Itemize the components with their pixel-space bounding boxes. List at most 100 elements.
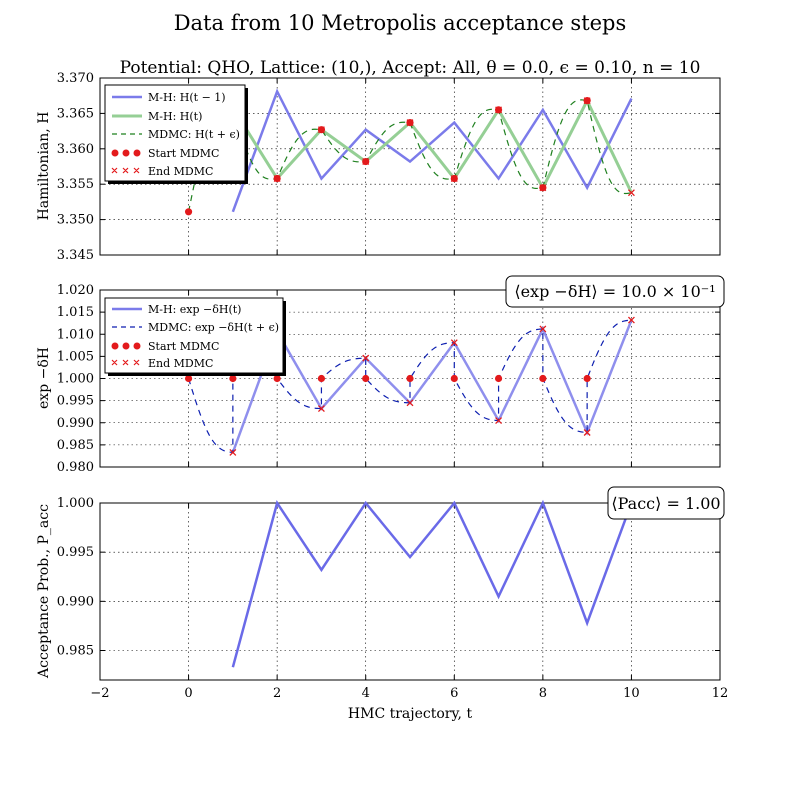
- panel-hamiltonian: 3.345 3.350 3.355 3.360 3.365 3.370 Hamiltoni…: [36, 71, 721, 263]
- panel-acceptance-frame: [99, 502, 721, 681]
- series-mh-prev-line: [231, 88, 633, 213]
- legend-label-end: End MDMC: [148, 165, 213, 178]
- legend-label-start: Start MDMC: [148, 340, 219, 353]
- y-tick-label: 1.015: [57, 305, 94, 320]
- y-tick-label: 3.345: [57, 248, 94, 263]
- y-tick-label: 1.005: [57, 349, 94, 364]
- x-tick-label: −2: [90, 686, 109, 701]
- legend-box: [104, 84, 246, 182]
- panel-acceptance-ylabel: Acceptance Prob., P_acc: [36, 504, 52, 679]
- start-mdmc-marker: [229, 374, 237, 383]
- end-mdmc-marker: [495, 417, 503, 424]
- series-mdmc-trajectory: [187, 99, 632, 212]
- series-mh-curr-line: [231, 97, 633, 194]
- legend-key-start: [111, 342, 141, 350]
- y-tick-label: 1.020: [57, 283, 94, 298]
- legend-key-end: [111, 359, 140, 366]
- panel-hamiltonian-series: [184, 88, 635, 216]
- y-tick-label: 1.000: [57, 496, 94, 511]
- end-mdmc-marker: [583, 429, 591, 436]
- panel-exp-dh: 0.980 0.985 0.990 0.995 1.000 1.005 1.010 1.015…: [36, 275, 725, 475]
- panel-acceptance-annotation: ⟨Pacc⟩ = 1.00: [607, 486, 725, 520]
- legend-label-mdmc: MDMC: H(t + ϵ): [148, 128, 240, 141]
- legend-label-mh-prev: M-H: H(t − 1): [148, 91, 226, 104]
- end-mdmc-marker: [539, 325, 547, 333]
- y-tick-label: 0.980: [57, 460, 94, 475]
- panel-acceptance-xticks: −2 0 2 4 6 8 10 12: [90, 686, 728, 701]
- y-tick-label: 3.365: [57, 106, 94, 121]
- start-mdmc-marker: [184, 208, 193, 216]
- panel-exp-dh-annotation: ⟨exp −δH⟩ = 10.0 × 10⁻¹: [505, 275, 725, 308]
- end-mdmc-marker: [317, 405, 325, 413]
- y-tick-label: 0.990: [57, 416, 94, 431]
- x-tick-label: 0: [184, 686, 192, 701]
- panel-acceptance-series: [231, 499, 633, 668]
- y-tick-label: 0.985: [57, 438, 94, 453]
- series-mh-exp-line: [231, 319, 633, 453]
- x-tick-label: 12: [712, 686, 729, 701]
- end-mdmc-marker: [362, 354, 370, 362]
- panel-subtitle: Potential: QHO, Lattice: (10,), Accept: …: [120, 58, 701, 78]
- end-mdmc-marker: [317, 126, 325, 134]
- annotation-box: [505, 275, 725, 308]
- x-tick-label: 10: [623, 686, 640, 701]
- annotation-mean-pacc: ⟨Pacc⟩ = 1.00: [611, 494, 720, 513]
- y-tick-label: 3.370: [57, 71, 94, 86]
- x-axis-label: HMC trajectory, t: [348, 706, 473, 722]
- x-tick-label: 4: [362, 686, 370, 701]
- start-mdmc-marker: [583, 374, 591, 383]
- end-mdmc-marker: [450, 175, 458, 182]
- legend-key-start: [111, 149, 141, 157]
- y-tick-label: 1.010: [57, 327, 94, 342]
- y-tick-label: 0.990: [57, 594, 94, 609]
- legend-label-mh-curr: M-H: H(t): [148, 110, 202, 123]
- legend-key-end: [111, 167, 140, 174]
- end-mdmc-marker: [406, 399, 414, 407]
- legend-label-start: Start MDMC: [148, 147, 219, 160]
- panel-acceptance: 0.985 0.990 0.995 1.000 −2 0 2 4 6 8 10 12 Accepta…: [36, 486, 728, 722]
- y-tick-label: 3.350: [57, 213, 94, 228]
- series-mdmc-trajectory: [187, 319, 632, 454]
- start-mdmc-marker: [539, 374, 547, 383]
- panel-acceptance-yticks: 0.985 0.990 0.995 1.000: [57, 496, 94, 659]
- panel-exp-dh-ylabel: exp −δH: [36, 347, 52, 409]
- annotation-box: [607, 486, 725, 520]
- y-tick-label: 3.360: [57, 142, 94, 157]
- panel-hamiltonian-ylabel: Hamiltonian, H: [36, 112, 52, 221]
- panel-hamiltonian-legend: M-H: H(t − 1) M-H: H(t) MDMC: H(t + ϵ) S…: [104, 84, 248, 184]
- legend-label-end: End MDMC: [148, 357, 213, 370]
- y-tick-label: 1.000: [57, 372, 94, 387]
- x-tick-label: 6: [450, 686, 458, 701]
- end-mdmc-marker: [627, 189, 635, 197]
- start-mdmc-marker: [450, 374, 458, 383]
- panel-hamiltonian-grid: [99, 77, 721, 256]
- annotation-mean-exp-dh: ⟨exp −δH⟩ = 10.0 × 10⁻¹: [514, 282, 715, 301]
- start-mdmc-marker: [362, 374, 370, 383]
- start-mdmc-marker: [273, 374, 281, 383]
- panel-exp-dh-legend: M-H: exp −δH(t) MDMC: exp −δH(t + ϵ) Sta…: [104, 297, 286, 376]
- legend-label-mh-exp: M-H: exp −δH(t): [148, 303, 241, 316]
- y-tick-label: 0.985: [57, 644, 94, 659]
- series-pacc-line: [231, 499, 633, 668]
- panel-exp-dh-series: [184, 316, 635, 456]
- end-mdmc-marker: [450, 339, 458, 347]
- panel-hamiltonian-yticks: 3.345 3.350 3.355 3.360 3.365 3.370: [57, 71, 94, 263]
- end-mdmc-marker: [583, 97, 591, 105]
- y-tick-label: 3.355: [57, 177, 94, 192]
- start-mdmc-marker: [184, 374, 193, 383]
- end-mdmc-marker: [539, 184, 547, 192]
- x-tick-label: 2: [273, 686, 281, 701]
- figure-title: Data from 10 Metropolis acceptance steps: [174, 11, 627, 35]
- end-mdmc-marker: [362, 158, 370, 166]
- legend-label-mdmc-exp: MDMC: exp −δH(t + ϵ): [148, 321, 279, 334]
- y-tick-label: 0.995: [57, 394, 94, 409]
- end-mdmc-marker: [273, 175, 281, 182]
- panel-exp-dh-yticks: 0.980 0.985 0.990 0.995 1.000 1.005 1.010 1.015…: [57, 283, 94, 475]
- end-mdmc-marker: [406, 119, 414, 127]
- y-tick-label: 0.995: [57, 545, 94, 560]
- start-mdmc-marker: [406, 374, 414, 383]
- end-mdmc-marker: [229, 448, 237, 456]
- end-mdmc-marker: [495, 106, 503, 114]
- end-mdmc-marker: [627, 316, 635, 324]
